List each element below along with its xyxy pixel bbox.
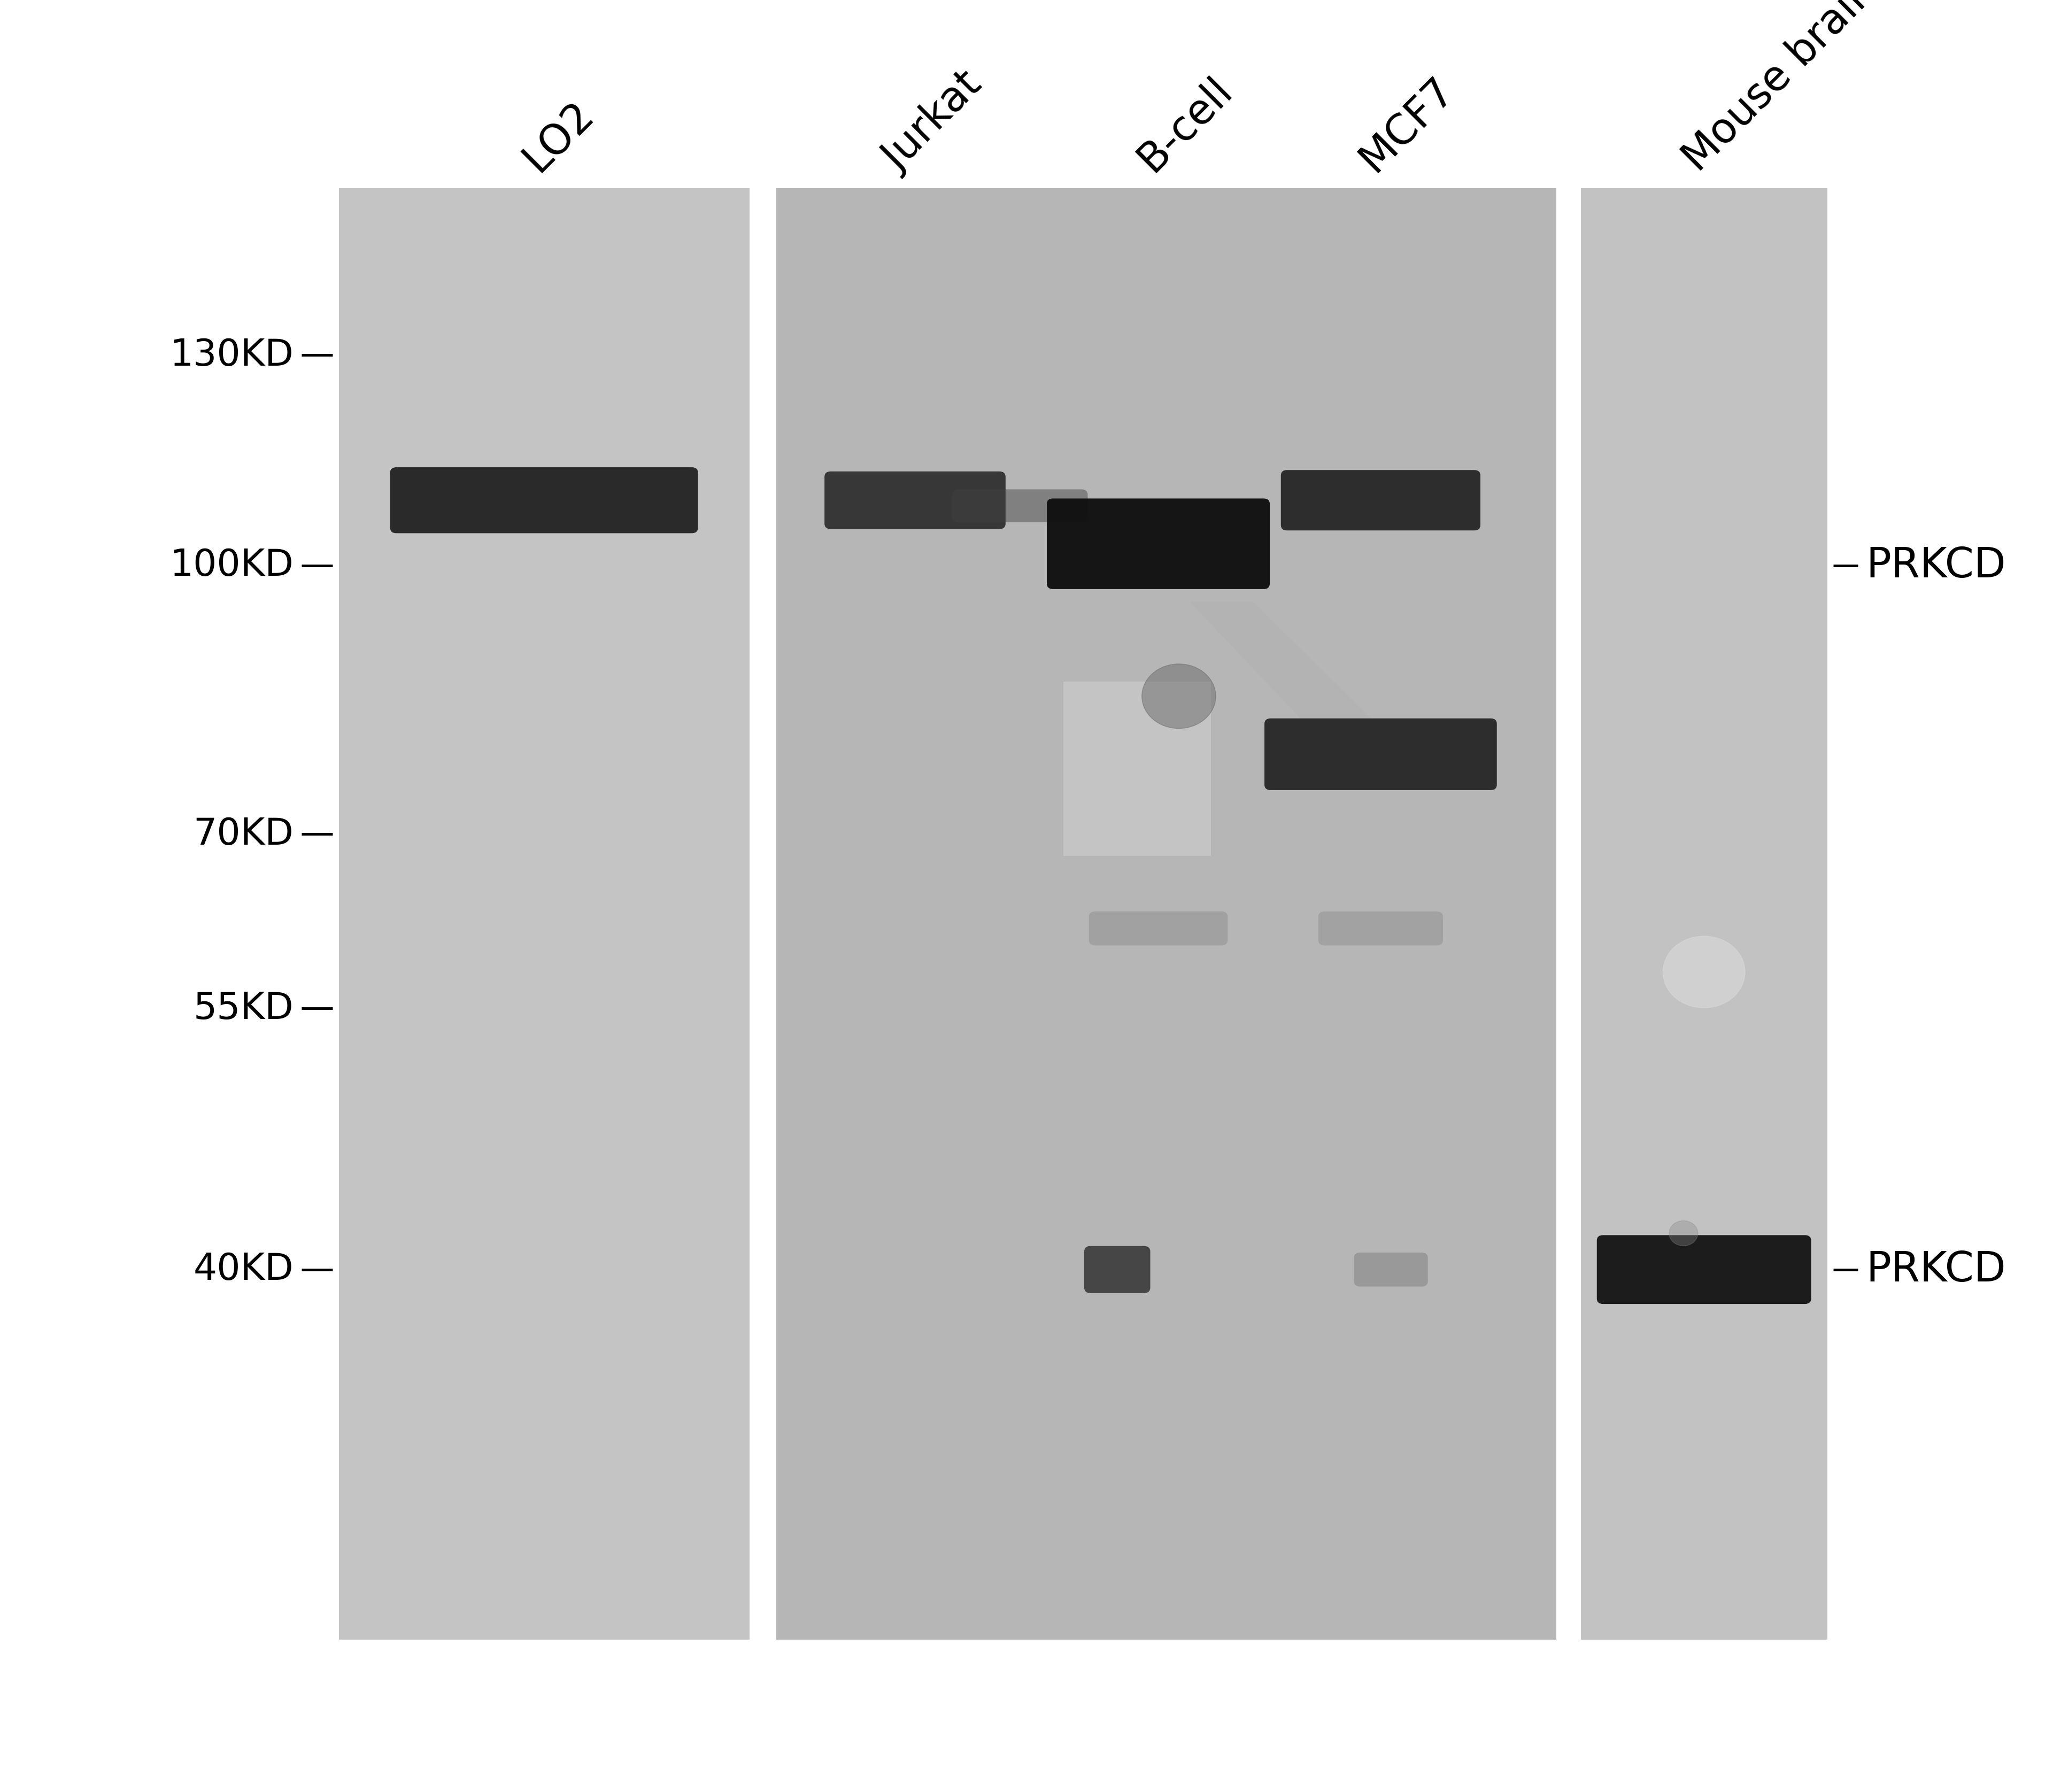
Circle shape	[1669, 1220, 1698, 1245]
FancyBboxPatch shape	[1088, 912, 1228, 946]
Text: PRKCD: PRKCD	[1866, 1249, 2006, 1290]
Text: 70KD: 70KD	[193, 815, 294, 851]
FancyBboxPatch shape	[1084, 1245, 1150, 1294]
Text: 100KD: 100KD	[170, 548, 294, 584]
Polygon shape	[1191, 602, 1437, 783]
Circle shape	[1141, 663, 1215, 728]
FancyBboxPatch shape	[1047, 498, 1269, 590]
Text: 130KD: 130KD	[170, 337, 294, 373]
FancyBboxPatch shape	[1265, 719, 1497, 790]
FancyBboxPatch shape	[390, 468, 698, 534]
Text: 55KD: 55KD	[193, 991, 294, 1027]
FancyBboxPatch shape	[1355, 1253, 1429, 1287]
FancyBboxPatch shape	[1281, 470, 1480, 530]
Text: LO2: LO2	[515, 93, 602, 179]
FancyBboxPatch shape	[776, 188, 1556, 1640]
FancyBboxPatch shape	[1581, 188, 1827, 1640]
FancyBboxPatch shape	[1556, 188, 1581, 1640]
Text: MCF7: MCF7	[1353, 68, 1462, 179]
Text: Jurkat: Jurkat	[877, 65, 990, 179]
FancyBboxPatch shape	[339, 188, 749, 1640]
FancyBboxPatch shape	[749, 188, 776, 1640]
FancyBboxPatch shape	[1063, 681, 1211, 857]
FancyBboxPatch shape	[825, 471, 1006, 529]
FancyBboxPatch shape	[1318, 912, 1443, 946]
FancyBboxPatch shape	[953, 489, 1088, 521]
Circle shape	[1663, 935, 1745, 1007]
FancyBboxPatch shape	[1597, 1235, 1811, 1305]
Text: Mouse brain: Mouse brain	[1675, 0, 1885, 179]
Text: PRKCD: PRKCD	[1866, 545, 2006, 586]
Text: 40KD: 40KD	[193, 1251, 294, 1287]
Text: B-cell: B-cell	[1129, 70, 1240, 179]
